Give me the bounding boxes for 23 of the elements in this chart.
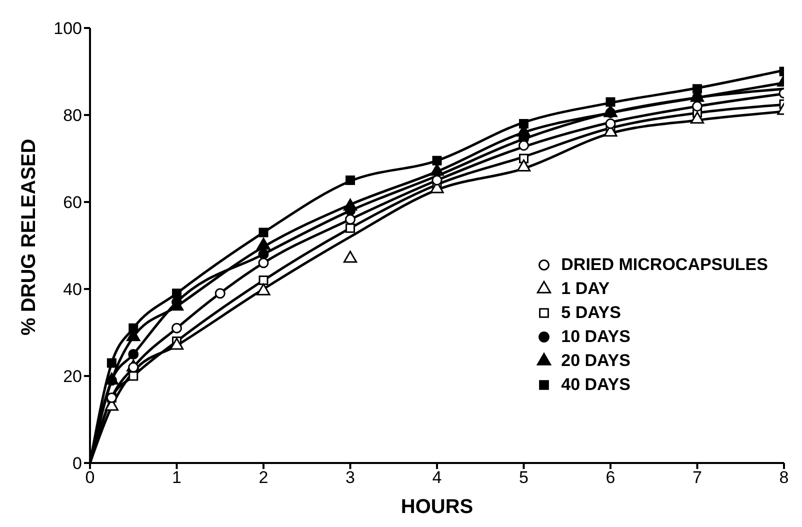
y-axis-title: % DRUG RELEASED — [18, 138, 40, 336]
y-tick-label: 20 — [63, 367, 82, 386]
legend-label: 5 DAYS — [561, 303, 621, 323]
y-tick-label: 80 — [63, 106, 82, 126]
y-tick-label: 100 — [54, 19, 82, 38]
legend-label: 20 DAYS — [561, 351, 630, 371]
x-tick-label: 5 — [519, 468, 528, 488]
legend-label: 40 DAYS — [561, 375, 630, 395]
x-tick-label: 0 — [85, 468, 95, 488]
y-tick-label: 0 — [72, 454, 82, 474]
legend-label: 1 DAY — [561, 279, 610, 299]
legend-label: DRIED MICROCAPSULES — [561, 255, 768, 275]
x-tick-label: 1 — [172, 468, 182, 488]
x-tick-label: 2 — [258, 468, 268, 488]
x-tick-label: 8 — [779, 468, 789, 488]
x-tick-label: 7 — [692, 468, 702, 488]
y-tick-label: 60 — [63, 193, 82, 212]
y-tick-label: 40 — [63, 280, 82, 300]
x-tick-label: 4 — [432, 468, 442, 488]
legend-label: 10 DAYS — [561, 327, 630, 347]
x-tick-label: 3 — [346, 468, 355, 488]
x-axis-title: HOURS — [400, 496, 474, 518]
x-tick-label: 6 — [606, 468, 616, 488]
